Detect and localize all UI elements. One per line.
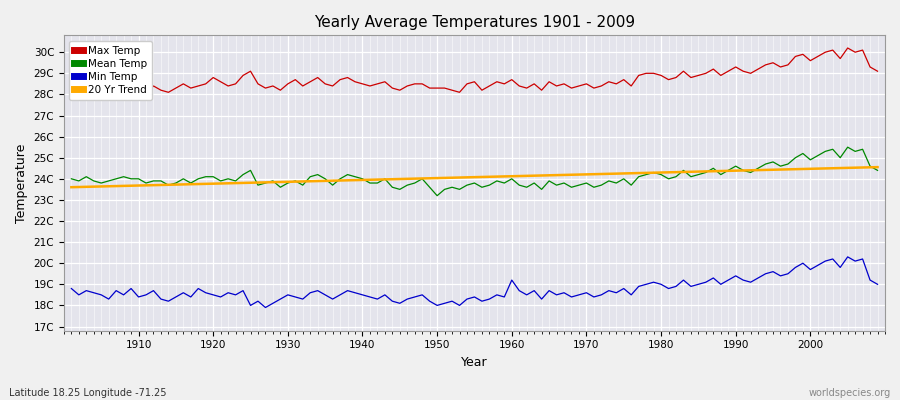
Legend: Max Temp, Mean Temp, Min Temp, 20 Yr Trend: Max Temp, Mean Temp, Min Temp, 20 Yr Tre… — [69, 40, 152, 100]
20 Yr Trend — [499, 174, 509, 179]
Mean Temp — [872, 168, 883, 173]
Min Temp — [872, 282, 883, 287]
Mean Temp — [432, 193, 443, 198]
Max Temp — [603, 79, 614, 84]
Max Temp — [126, 79, 137, 84]
Min Temp — [126, 286, 137, 291]
Max Temp — [140, 92, 151, 97]
Max Temp — [66, 82, 77, 86]
Min Temp — [514, 288, 525, 293]
Max Temp — [842, 46, 853, 50]
Min Temp — [842, 254, 853, 259]
Mean Temp — [290, 178, 301, 183]
Mean Temp — [507, 176, 517, 181]
20 Yr Trend — [507, 174, 517, 179]
Mean Temp — [66, 176, 77, 181]
Line: Mean Temp: Mean Temp — [71, 147, 878, 196]
20 Yr Trend — [335, 178, 346, 183]
Min Temp — [297, 297, 308, 302]
Min Temp — [66, 286, 77, 291]
20 Yr Trend — [126, 183, 137, 188]
Max Temp — [297, 84, 308, 88]
Mean Temp — [603, 178, 614, 183]
Min Temp — [260, 305, 271, 310]
20 Yr Trend — [872, 165, 883, 170]
Max Temp — [872, 69, 883, 74]
Mean Temp — [335, 176, 346, 181]
Line: Max Temp: Max Temp — [71, 48, 878, 94]
Mean Temp — [514, 183, 525, 188]
Text: Latitude 18.25 Longitude -71.25: Latitude 18.25 Longitude -71.25 — [9, 388, 166, 398]
Max Temp — [514, 84, 525, 88]
Line: Min Temp: Min Temp — [71, 257, 878, 308]
Line: 20 Yr Trend: 20 Yr Trend — [71, 167, 878, 187]
Mean Temp — [126, 176, 137, 181]
Title: Yearly Average Temperatures 1901 - 2009: Yearly Average Temperatures 1901 - 2009 — [314, 15, 635, 30]
Max Temp — [342, 75, 353, 80]
Max Temp — [507, 77, 517, 82]
20 Yr Trend — [290, 179, 301, 184]
20 Yr Trend — [596, 172, 607, 176]
X-axis label: Year: Year — [461, 356, 488, 369]
Y-axis label: Temperature: Temperature — [15, 143, 28, 223]
Text: worldspecies.org: worldspecies.org — [809, 388, 891, 398]
Mean Temp — [842, 145, 853, 150]
Min Temp — [507, 278, 517, 282]
Min Temp — [603, 288, 614, 293]
Min Temp — [342, 288, 353, 293]
20 Yr Trend — [66, 185, 77, 190]
